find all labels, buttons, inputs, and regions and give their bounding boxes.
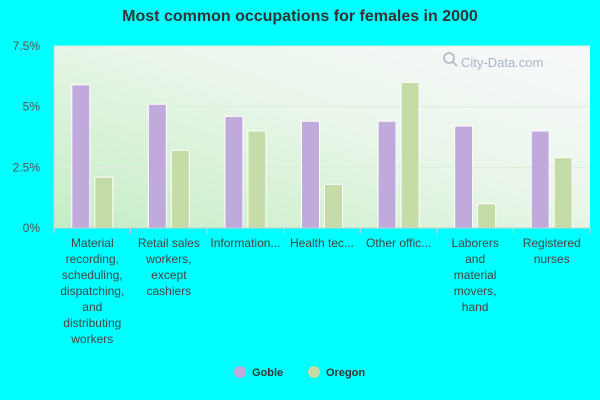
bar-goble[interactable] [454,125,474,229]
y-tick-label: 5% [23,100,41,114]
bar-oregon[interactable] [170,149,190,229]
legend-swatch-goble [234,366,246,378]
bar-goble[interactable] [530,130,550,229]
bar-oregon[interactable] [94,176,114,229]
search-icon [443,52,455,64]
x-category-label: Health tec... [290,236,354,250]
bar-oregon[interactable] [400,81,420,229]
chart-title: Most common occupations for females in 2… [122,8,478,25]
x-category-label: Registered nurses [523,236,581,266]
x-category-label: Laborers and material movers, hand [451,236,498,314]
bar-goble[interactable] [71,84,91,229]
plot-area [54,46,590,228]
x-category-label: Retail sales workers, except cashiers [138,236,200,298]
y-tick-label: 0% [23,221,41,235]
bar-goble[interactable] [301,120,320,229]
x-category-label: Material recording, scheduling, dispatching… [60,236,124,346]
x-category-label: Information... [210,236,280,250]
bar-goble[interactable] [377,120,397,229]
watermark: City-Data.com [443,52,543,70]
legend-label-oregon: Oregon [326,367,365,379]
bar-oregon[interactable] [477,203,497,229]
bar-oregon[interactable] [247,130,267,229]
x-category-label: Other offic... [366,236,431,250]
watermark-text: City-Data.com [461,55,543,70]
bar-goble[interactable] [224,115,244,229]
bar-goble[interactable] [147,103,167,229]
legend-label-goble: Goble [252,367,283,379]
bar-oregon[interactable] [324,183,343,229]
legend-swatch-oregon [308,366,320,378]
y-tick-label: 7.5% [13,39,41,53]
bar-oregon[interactable] [553,157,573,229]
y-tick-label: 2.5% [13,160,41,174]
